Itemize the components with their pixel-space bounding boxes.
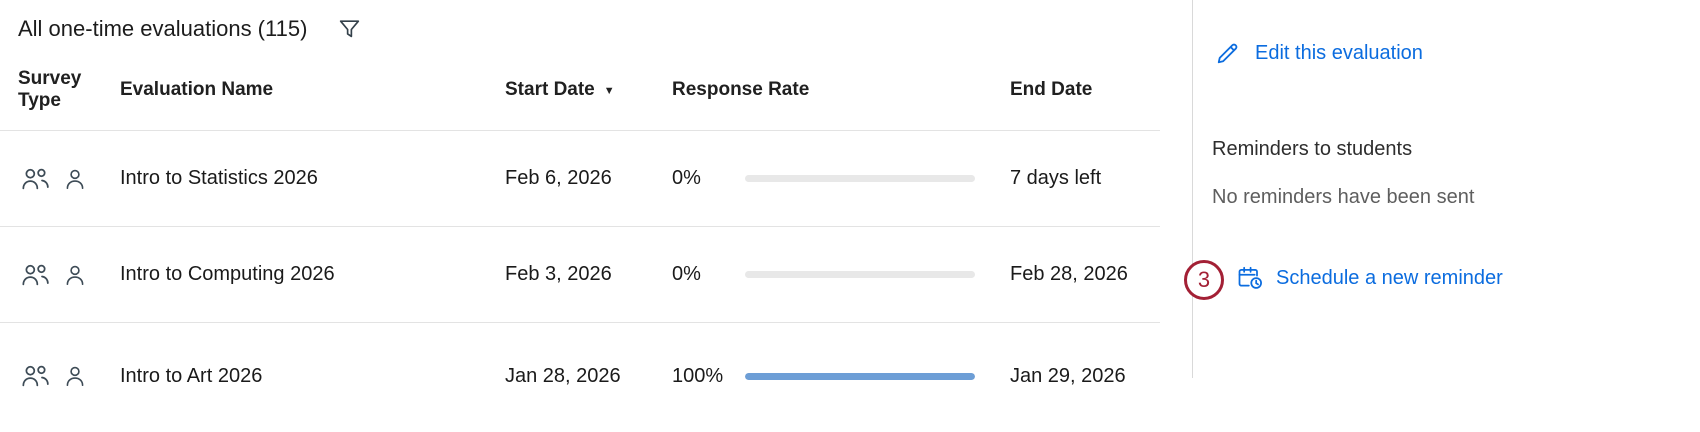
survey-type-cell (18, 165, 120, 193)
survey-type-cell (18, 362, 120, 390)
person-icon (62, 165, 88, 193)
table-header-row: Survey Type Evaluation Name Start Date ▼… (0, 68, 1160, 131)
progress-bar (745, 372, 975, 380)
response-rate-value: 100% (672, 364, 724, 387)
response-rate-cell: 0% (672, 167, 1010, 190)
person-icon (62, 261, 88, 289)
col-response-rate: Response Rate (672, 79, 810, 100)
col-survey-type: Survey Type (18, 68, 82, 111)
people-group-icon (18, 261, 52, 289)
pencil-icon (1214, 40, 1241, 67)
col-start-date[interactable]: Start Date ▼ (505, 79, 672, 101)
progress-bar (745, 175, 975, 182)
response-rate-cell: 100% (672, 365, 1010, 388)
start-date: Feb 3, 2026 (505, 263, 612, 285)
response-rate-cell: 0% (672, 263, 1010, 286)
end-date: Feb 28, 2026 (1010, 263, 1128, 285)
evaluation-name[interactable]: Intro to Art 2026 (120, 364, 263, 387)
start-date: Feb 6, 2026 (505, 167, 612, 189)
edit-evaluation-link[interactable]: Edit this evaluation (1214, 40, 1423, 67)
col-start-date-label: Start Date (505, 79, 595, 100)
table-row[interactable]: Intro to Art 2026 Jan 28, 2026 100% Jan … (0, 323, 1160, 429)
step-annotation-badge: 3 (1184, 260, 1224, 300)
reminders-status: No reminders have been sent (1212, 186, 1475, 208)
schedule-reminder-link[interactable]: Schedule a new reminder (1236, 264, 1503, 292)
reminders-title: Reminders to students (1212, 138, 1413, 160)
panel-divider (1192, 0, 1193, 378)
progress-bar (745, 271, 975, 278)
page-title: All one-time evaluations (115) (18, 16, 308, 41)
people-group-icon (18, 165, 52, 193)
col-end-date: End Date (1010, 79, 1093, 100)
end-date: Jan 29, 2026 (1010, 364, 1126, 387)
filter-icon[interactable] (337, 17, 362, 42)
end-date: 7 days left (1010, 167, 1102, 189)
schedule-reminder-label: Schedule a new reminder (1276, 266, 1503, 289)
edit-evaluation-label: Edit this evaluation (1255, 42, 1423, 64)
person-icon (62, 362, 88, 390)
caret-down-icon: ▼ (603, 85, 615, 97)
evaluations-table-area: All one-time evaluations (115) Survey Ty… (0, 0, 1160, 429)
table-row[interactable]: Intro to Computing 2026 Feb 3, 2026 0% F… (0, 227, 1160, 323)
calendar-clock-icon (1236, 264, 1264, 292)
table-row[interactable]: Intro to Statistics 2026 Feb 6, 2026 0% … (0, 131, 1160, 227)
table-title-bar: All one-time evaluations (115) (0, 0, 1160, 42)
start-date: Jan 28, 2026 (505, 364, 621, 387)
people-group-icon (18, 362, 52, 390)
evaluation-name[interactable]: Intro to Computing 2026 (120, 263, 335, 285)
response-rate-value: 0% (672, 167, 701, 189)
progress-bar-fill (745, 372, 975, 380)
survey-type-cell (18, 261, 120, 289)
evaluation-name[interactable]: Intro to Statistics 2026 (120, 167, 318, 189)
response-rate-value: 0% (672, 263, 701, 285)
col-evaluation-name: Evaluation Name (120, 79, 274, 100)
